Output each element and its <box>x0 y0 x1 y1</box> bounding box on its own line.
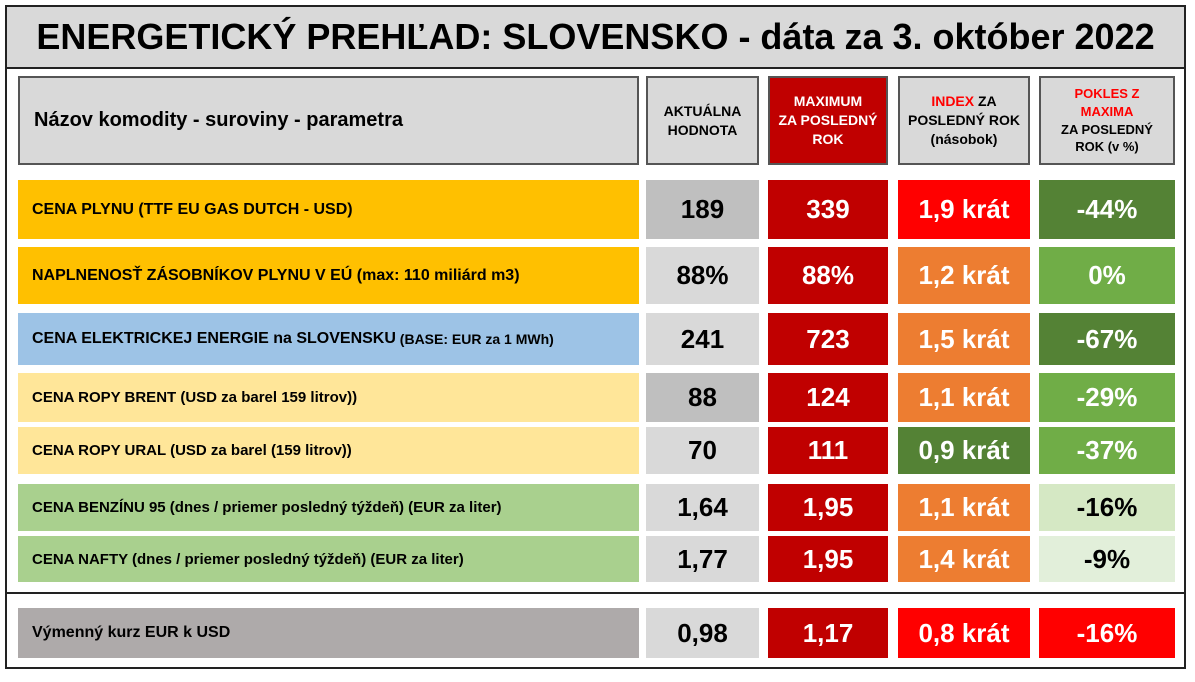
row-index: 1,9 krát <box>898 180 1030 239</box>
row-name-label: NAPLNENOSŤ ZÁSOBNÍKOV PLYNU V EÚ (max: 1… <box>32 266 520 284</box>
header-drop: POKLES Z MAXIMA ZA POSLEDNÝ ROK (v %) <box>1039 76 1175 165</box>
header-name-label: Názov komodity - suroviny - parametra <box>34 109 403 131</box>
header-drop-line3: ZA POSLEDNÝ <box>1061 121 1153 137</box>
section-divider <box>7 592 1184 594</box>
row-name-label: CENA PLYNU (TTF EU GAS DUTCH - USD) <box>32 200 353 218</box>
row-index: 1,5 krát <box>898 313 1030 365</box>
row-current: 70 <box>646 427 759 474</box>
row-name-label: CENA ROPY URAL (USD za barel (159 litrov… <box>32 442 352 459</box>
page-title: ENERGETICKÝ PREHĽAD: SLOVENSKO - dáta za… <box>7 7 1184 69</box>
row-drop: -44% <box>1039 180 1175 239</box>
row-max: 1,17 <box>768 608 888 658</box>
row-name-label: CENA NAFTY (dnes / priemer posledný týžd… <box>32 550 464 568</box>
row-drop: -16% <box>1039 484 1175 531</box>
row-current: 88 <box>646 373 759 422</box>
row-max: 111 <box>768 427 888 474</box>
header-max-line3: ROK <box>812 130 844 147</box>
header-drop-line2: MAXIMA <box>1080 103 1134 119</box>
header-drop-line1: POKLES Z <box>1074 86 1140 102</box>
row-name-diesel: CENA NAFTY (dnes / priemer posledný týžd… <box>18 536 639 582</box>
header-current-line1: AKTUÁLNA <box>663 102 742 119</box>
header-index-line3: (násobok) <box>930 130 998 147</box>
row-drop: 0% <box>1039 247 1175 304</box>
row-name-label: CENA ELEKTRICKEJ ENERGIE na SLOVENSKU <box>32 330 396 347</box>
header-index-line2: POSLEDNÝ ROK <box>907 112 1020 129</box>
row-max: 723 <box>768 313 888 365</box>
header-current-line2: HODNOTA <box>667 121 738 138</box>
row-name-gas-storage: NAPLNENOSŤ ZÁSOBNÍKOV PLYNU V EÚ (max: 1… <box>18 247 639 304</box>
header-current: AKTUÁLNA HODNOTA <box>646 76 759 165</box>
row-max: 1,95 <box>768 536 888 582</box>
row-name-petrol: CENA BENZÍNU 95 (dnes / priemer posledný… <box>18 484 639 531</box>
row-index: 1,1 krát <box>898 484 1030 531</box>
row-name-gas-price: CENA PLYNU (TTF EU GAS DUTCH - USD) <box>18 180 639 239</box>
row-drop: -16% <box>1039 608 1175 658</box>
row-current: 88% <box>646 247 759 304</box>
row-name-ural: CENA ROPY URAL (USD za barel (159 litrov… <box>18 427 639 474</box>
row-current: 0,98 <box>646 608 759 658</box>
header-name: Názov komodity - suroviny - parametra <box>18 76 639 165</box>
header-index-word: INDEX <box>931 93 975 110</box>
row-index: 1,4 krát <box>898 536 1030 582</box>
row-name-brent: CENA ROPY BRENT (USD za barel 159 litrov… <box>18 373 639 422</box>
row-index: 0,9 krát <box>898 427 1030 474</box>
row-drop: -29% <box>1039 373 1175 422</box>
header-drop-line4: ROK (v %) <box>1075 139 1139 155</box>
row-name-extra: (BASE: EUR za 1 MWh) <box>395 331 554 347</box>
row-name-label: CENA ROPY BRENT (USD za barel 159 litrov… <box>32 389 358 406</box>
header-max-line1: MAXIMUM <box>793 93 863 110</box>
header-index-za: ZA <box>974 93 997 110</box>
row-name-label: CENA BENZÍNU 95 (dnes / priemer posledný… <box>32 499 502 516</box>
row-name-label: Výmenný kurz EUR k USD <box>32 624 231 641</box>
row-drop: -67% <box>1039 313 1175 365</box>
row-max: 124 <box>768 373 888 422</box>
row-max: 1,95 <box>768 484 888 531</box>
row-index: 1,2 krát <box>898 247 1030 304</box>
header-max-line2: ZA POSLEDNÝ <box>778 112 878 129</box>
header-index: INDEX ZA POSLEDNÝ ROK (násobok) <box>898 76 1030 165</box>
row-name-electricity: CENA ELEKTRICKEJ ENERGIE na SLOVENSKU (B… <box>18 313 639 365</box>
row-name-eur-usd: Výmenný kurz EUR k USD <box>18 608 639 658</box>
row-current: 241 <box>646 313 759 365</box>
header-max: MAXIMUM ZA POSLEDNÝ ROK <box>768 76 888 165</box>
row-max: 339 <box>768 180 888 239</box>
row-current: 1,77 <box>646 536 759 582</box>
row-max: 88% <box>768 247 888 304</box>
row-drop: -37% <box>1039 427 1175 474</box>
row-index: 1,1 krát <box>898 373 1030 422</box>
row-index: 0,8 krát <box>898 608 1030 658</box>
row-current: 189 <box>646 180 759 239</box>
row-drop: -9% <box>1039 536 1175 582</box>
row-current: 1,64 <box>646 484 759 531</box>
